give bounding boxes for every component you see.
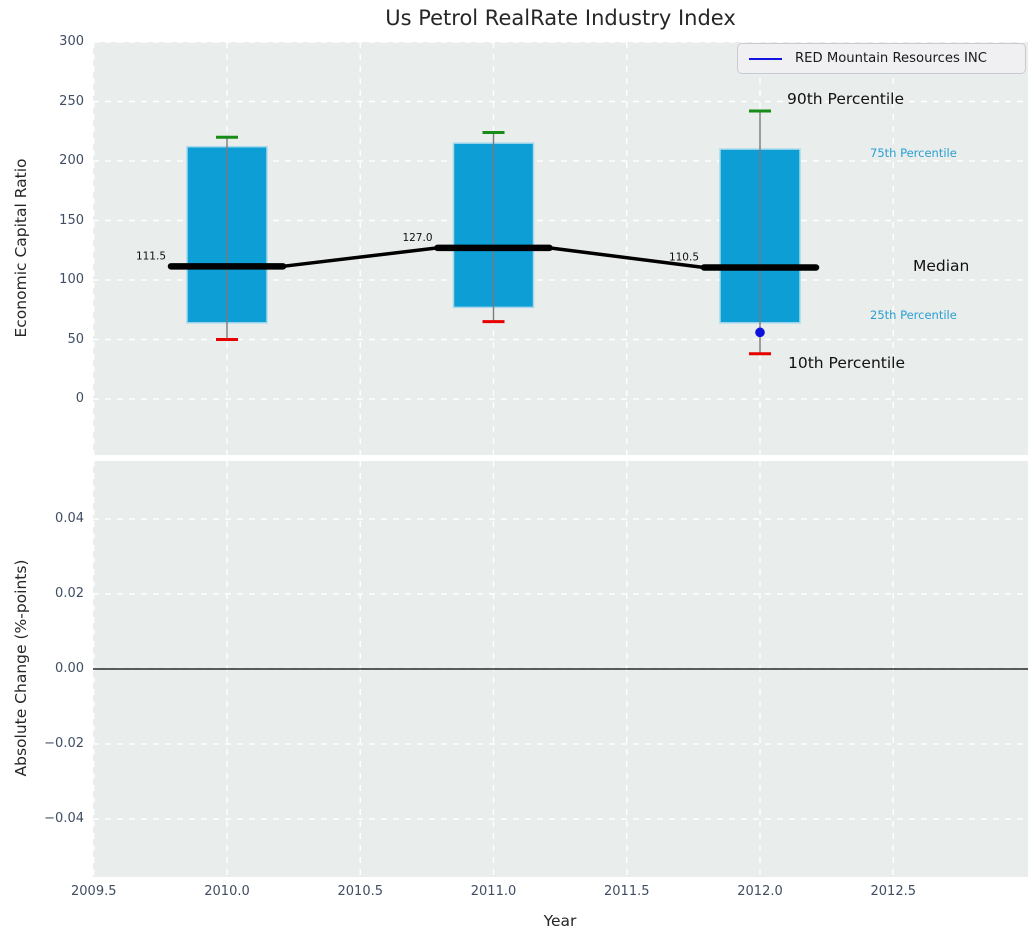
y-tick-label-bottom: 0.00 bbox=[55, 661, 84, 676]
median-connector-line bbox=[549, 246, 705, 270]
y-tick-label-top: 0 bbox=[75, 391, 84, 406]
annotation-median: Median bbox=[913, 257, 970, 275]
y-tick-label-bottom: −0.04 bbox=[44, 811, 84, 826]
y-tick-label-bottom: 0.02 bbox=[55, 586, 84, 601]
y-axis-label-top: Economic Capital Ratio bbox=[12, 158, 30, 338]
y-tick-label-top: 50 bbox=[67, 331, 84, 347]
annotation-75th-percentile: 75th Percentile bbox=[870, 146, 957, 160]
median-value-label: 127.0 bbox=[402, 232, 432, 244]
x-tick-label: 2010.0 bbox=[204, 884, 250, 899]
annotation-90th-percentile: 90th Percentile bbox=[787, 90, 905, 108]
median-value-label: 110.5 bbox=[669, 252, 699, 264]
legend-series-label: RED Mountain Resources INC bbox=[795, 51, 987, 66]
median-connector-line bbox=[282, 246, 438, 269]
y-tick-label-top: 300 bbox=[59, 34, 84, 49]
x-tick-label: 2012.0 bbox=[737, 884, 783, 899]
x-axis-label: Year bbox=[543, 912, 577, 930]
chart-title: Us Petrol RealRate Industry Index bbox=[385, 6, 736, 30]
legend: RED Mountain Resources INC bbox=[737, 43, 1026, 74]
x-tick-label: 2009.5 bbox=[71, 884, 117, 899]
x-tick-label: 2011.0 bbox=[470, 884, 517, 899]
median-value-label: 111.5 bbox=[136, 250, 166, 262]
y-tick-label-top: 250 bbox=[59, 93, 84, 109]
x-tick-label: 2012.5 bbox=[870, 884, 917, 899]
x-tick-label: 2011.5 bbox=[604, 884, 650, 899]
company-point bbox=[755, 327, 765, 338]
y-tick-label-top: 150 bbox=[59, 212, 84, 228]
y-tick-label-bottom: 0.04 bbox=[55, 511, 84, 526]
annotation-25th-percentile: 25th Percentile bbox=[870, 308, 957, 322]
x-tick-label: 2010.5 bbox=[337, 884, 384, 899]
y-tick-label-bottom: −0.02 bbox=[44, 736, 84, 751]
annotation-10th-percentile: 10th Percentile bbox=[788, 354, 906, 372]
y-tick-label-top: 200 bbox=[59, 153, 84, 168]
legend-line-icon bbox=[749, 57, 782, 60]
y-tick-label-top: 100 bbox=[59, 272, 84, 287]
